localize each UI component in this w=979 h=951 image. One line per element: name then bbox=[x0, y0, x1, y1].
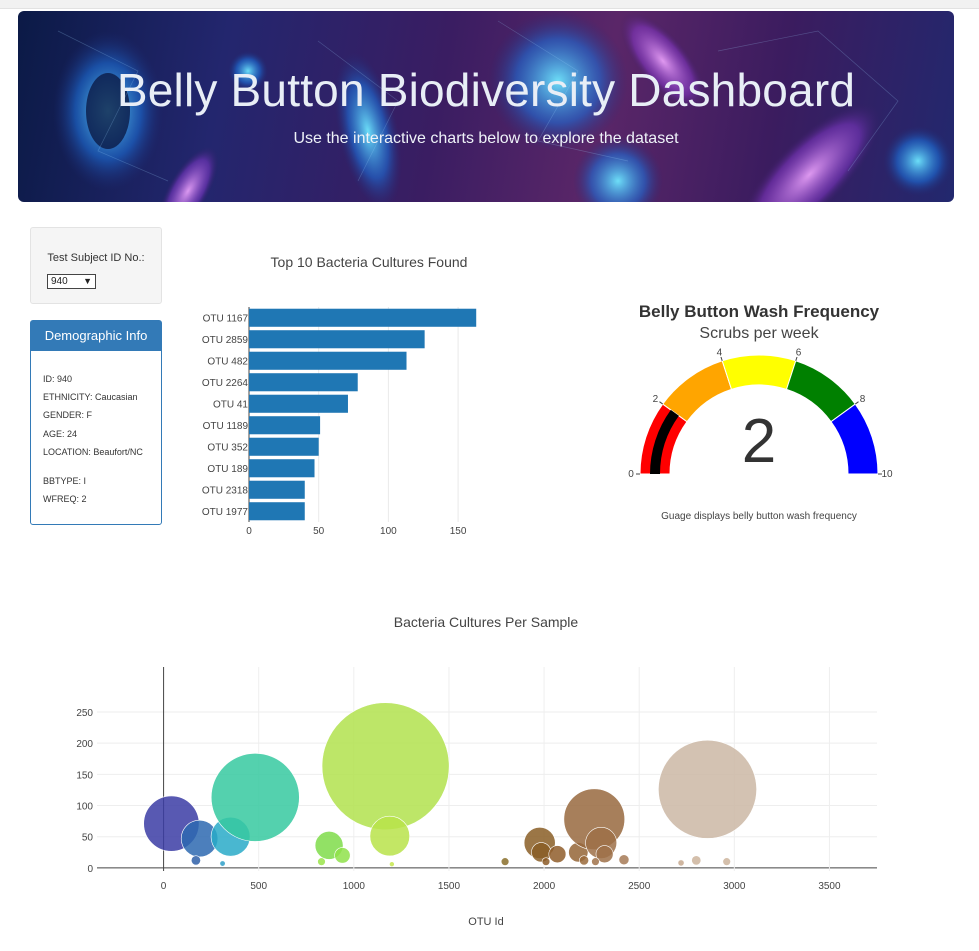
bar-otu-2318[interactable] bbox=[249, 480, 305, 499]
gauge-value: 2 bbox=[742, 407, 776, 476]
bar-category-label: OTU 1977 bbox=[202, 507, 249, 518]
bubble-point[interactable] bbox=[389, 861, 395, 867]
bubble-point[interactable] bbox=[691, 855, 702, 866]
demographic-panel-title: Demographic Info bbox=[31, 321, 161, 351]
gauge-value-bar bbox=[650, 409, 679, 474]
demo-gender: GENDER: F bbox=[43, 410, 93, 420]
bar-otu-1977[interactable] bbox=[249, 502, 305, 521]
bar-category-label: OTU 2264 bbox=[202, 378, 249, 389]
gauge-subtitle: Scrubs per week bbox=[699, 325, 819, 342]
gauge-tick bbox=[720, 356, 723, 361]
gauge-tick bbox=[854, 401, 859, 405]
gauge-tick-label: 2 bbox=[653, 394, 659, 405]
gauge-tick-label: 4 bbox=[717, 347, 723, 358]
subject-selector-well: Test Subject ID No.: 940 ▼ bbox=[30, 227, 162, 304]
demographic-info-panel: Demographic Info ID: 940 ETHNICITY: Cauc… bbox=[30, 320, 162, 525]
demo-wfreq: WFREQ: 2 bbox=[43, 494, 87, 504]
bubble-point[interactable] bbox=[190, 855, 201, 866]
gauge-tick-label: 0 bbox=[628, 469, 634, 480]
demo-age: AGE: 24 bbox=[43, 429, 78, 439]
bubble-point[interactable] bbox=[579, 855, 590, 866]
gauge-tick bbox=[659, 401, 664, 405]
gauge-tick-label: 8 bbox=[860, 394, 866, 405]
bar-x-tick-label: 50 bbox=[313, 526, 325, 537]
bubble-x-tick-label: 1000 bbox=[343, 881, 366, 892]
bubble-y-tick-label: 200 bbox=[76, 739, 93, 750]
bubble-y-tick-label: 150 bbox=[76, 770, 93, 781]
bubble-x-tick-label: 2000 bbox=[533, 881, 556, 892]
subject-id-dropdown[interactable]: 940 ▼ bbox=[47, 274, 96, 289]
bubble-point[interactable] bbox=[722, 857, 731, 866]
bar-category-label: OTU 352 bbox=[207, 442, 248, 453]
bubble-y-tick-label: 250 bbox=[76, 708, 93, 719]
bar-otu-352[interactable] bbox=[249, 437, 319, 456]
bar-otu-1167[interactable] bbox=[249, 308, 477, 327]
page-title: Belly Button Biodiversity Dashboard bbox=[116, 64, 856, 116]
gauge-tick bbox=[795, 356, 798, 361]
demo-bbtype: BBTYPE: I bbox=[43, 476, 87, 486]
bar-x-tick-label: 100 bbox=[380, 526, 397, 537]
browser-top-strip bbox=[0, 0, 979, 9]
demo-ethnicity: ETHNICITY: Caucasian bbox=[43, 392, 138, 402]
bar-x-tick-label: 150 bbox=[450, 526, 467, 537]
bar-otu-189[interactable] bbox=[249, 459, 315, 478]
bar-chart-title: Top 10 Bacteria Cultures Found bbox=[271, 254, 468, 270]
microbe-background-art bbox=[53, 11, 953, 202]
bubble-x-tick-label: 0 bbox=[161, 881, 167, 892]
bubble-y-tick-label: 50 bbox=[82, 833, 94, 844]
bubble-point[interactable] bbox=[219, 860, 226, 867]
bubble-point[interactable] bbox=[677, 859, 685, 867]
bar-category-label: OTU 1167 bbox=[203, 313, 249, 324]
bubble-point[interactable] bbox=[541, 857, 551, 866]
bar-otu-482[interactable] bbox=[249, 351, 407, 370]
bubble-x-tick-label: 3500 bbox=[818, 881, 841, 892]
bar-category-label: OTU 482 bbox=[207, 356, 248, 367]
bar-x-tick-label: 0 bbox=[246, 526, 252, 537]
top10-bar-chart: Top 10 Bacteria Cultures Found OTU 1167 O… bbox=[202, 254, 477, 537]
page-subtitle: Use the interactive charts below to expl… bbox=[293, 130, 679, 147]
bar-otu-1189[interactable] bbox=[249, 416, 321, 435]
subject-selector-label: Test Subject ID No.: bbox=[47, 252, 145, 264]
chevron-down-icon: ▼ bbox=[83, 276, 92, 286]
bubble-x-tick-label: 1500 bbox=[438, 881, 461, 892]
bubble-point[interactable] bbox=[317, 857, 326, 866]
bubble-x-tick-label: 2500 bbox=[628, 881, 651, 892]
bubble-point[interactable] bbox=[591, 857, 600, 866]
subject-id-selected: 940 bbox=[51, 276, 68, 287]
bubble-x-tick-label: 3000 bbox=[723, 881, 746, 892]
gauge-tick-label: 6 bbox=[796, 347, 802, 358]
bubble-chart-title: Bacteria Cultures Per Sample bbox=[394, 614, 579, 630]
gauge-title: Belly Button Wash Frequency bbox=[639, 302, 880, 321]
bubble-x-axis-label: OTU Id bbox=[468, 916, 503, 928]
bar-category-label: OTU 2859 bbox=[202, 335, 249, 346]
jumbotron-header: Belly Button Biodiversity Dashboard Use … bbox=[18, 11, 954, 202]
gauge-caption: Guage displays belly button wash frequen… bbox=[661, 511, 857, 522]
demo-location: LOCATION: Beaufort/NC bbox=[43, 447, 143, 457]
bubble-point[interactable] bbox=[595, 845, 614, 864]
gauge-band-blue bbox=[830, 403, 879, 475]
demo-id: ID: 940 bbox=[43, 374, 73, 384]
bubble-point[interactable] bbox=[334, 847, 351, 864]
bubble-point[interactable] bbox=[369, 815, 410, 857]
wash-frequency-gauge: Belly Button Wash Frequency Scrubs per w… bbox=[628, 302, 893, 522]
bar-otu-2859[interactable] bbox=[249, 330, 425, 349]
bubble-x-tick-label: 500 bbox=[250, 881, 267, 892]
bar-category-label: OTU 41 bbox=[213, 399, 248, 410]
bar-otu-2264[interactable] bbox=[249, 373, 358, 392]
bar-category-label: OTU 189 bbox=[207, 464, 248, 475]
bar-otu-41[interactable] bbox=[249, 394, 348, 413]
gauge-tick-label: 10 bbox=[881, 469, 893, 480]
gauge-band-yellow bbox=[721, 354, 797, 390]
bar-category-label: OTU 2318 bbox=[202, 485, 249, 496]
bubble-y-tick-label: 0 bbox=[87, 864, 93, 875]
bubble-y-tick-label: 100 bbox=[76, 802, 93, 813]
bubble-point[interactable] bbox=[210, 753, 300, 842]
bubble-point[interactable] bbox=[500, 857, 510, 866]
bubble-point[interactable] bbox=[321, 702, 450, 831]
bubble-point[interactable] bbox=[658, 739, 757, 839]
bubble-chart: Bacteria Cultures Per Sample 0 50 100 150 20… bbox=[76, 614, 877, 928]
bar-category-label: OTU 1189 bbox=[203, 421, 249, 432]
bubble-point[interactable] bbox=[618, 854, 630, 866]
bubble-point[interactable] bbox=[548, 845, 567, 864]
